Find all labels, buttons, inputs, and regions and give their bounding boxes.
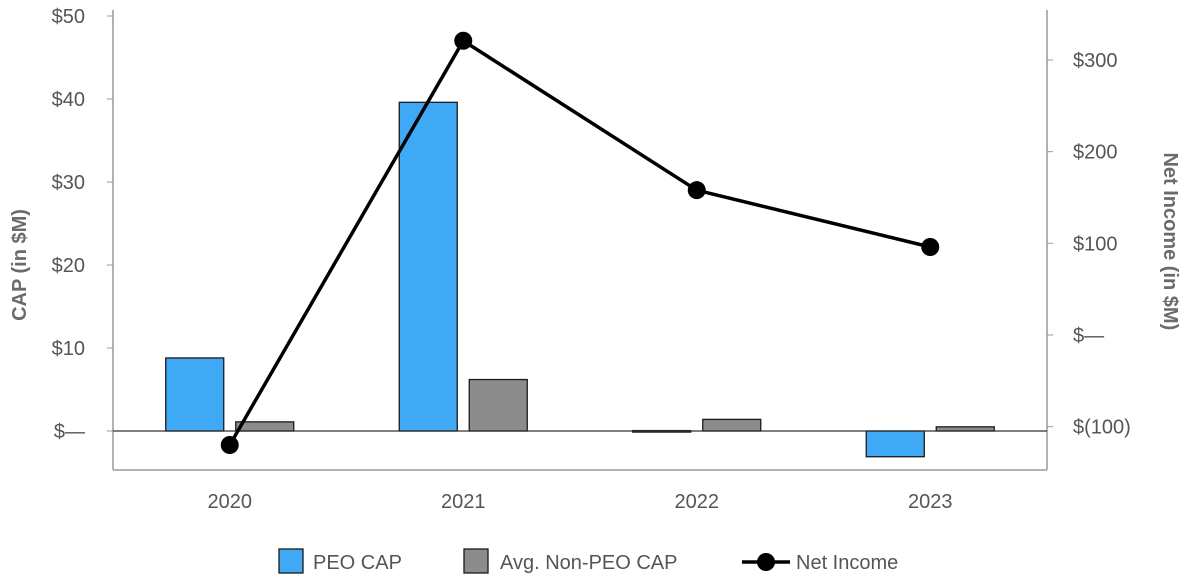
y-left-axis-title: CAP (in $M) [9,209,31,321]
legend-label-net-income: Net Income [796,552,898,574]
x-tick-label: 2020 [208,491,253,513]
legend-swatch-peo-cap [278,548,304,574]
x-tick-label: 2022 [675,491,720,513]
y-right-tick-label: $(100) [1073,417,1131,439]
bar-peo-cap [865,430,925,458]
legend-marker-net-income [757,553,775,571]
bar-avg-non-peo-cap [702,418,762,432]
legend-swatch-avg-non-peo-cap [463,548,489,574]
x-tick-label: 2023 [908,491,953,513]
net-income-point [687,181,706,200]
y-left-tick-label: $40 [52,89,85,111]
y-left-tick-label: $50 [52,6,85,28]
bar-avg-non-peo-cap [235,421,295,432]
y-left-tick-label: $10 [52,338,85,360]
y-right-tick-label: $200 [1073,142,1118,164]
legend-label-avg-non-peo-cap: Avg. Non-PEO CAP [500,552,677,574]
net-income-line [228,39,931,446]
net-income-point [921,238,940,256]
bar-peo-cap [165,357,225,432]
bar-avg-non-peo-cap [468,378,528,432]
x-tick-label: 2021 [441,491,486,513]
net-income-point [220,436,239,454]
y-right-tick-label: $100 [1073,233,1118,255]
legend-label-peo-cap: PEO CAP [313,552,402,574]
y-right-tick-label: $— [1073,325,1104,347]
y-left-tick-label: $20 [52,255,85,277]
net-income-point [454,31,473,50]
y-right-tick-label: $300 [1073,50,1118,72]
y-right-axis-title: Net Income (in $M) [1159,152,1181,330]
y-left-tick-label: $30 [52,172,85,194]
y-left-tick-label: $— [54,421,85,443]
bar-peo-cap [398,101,458,432]
